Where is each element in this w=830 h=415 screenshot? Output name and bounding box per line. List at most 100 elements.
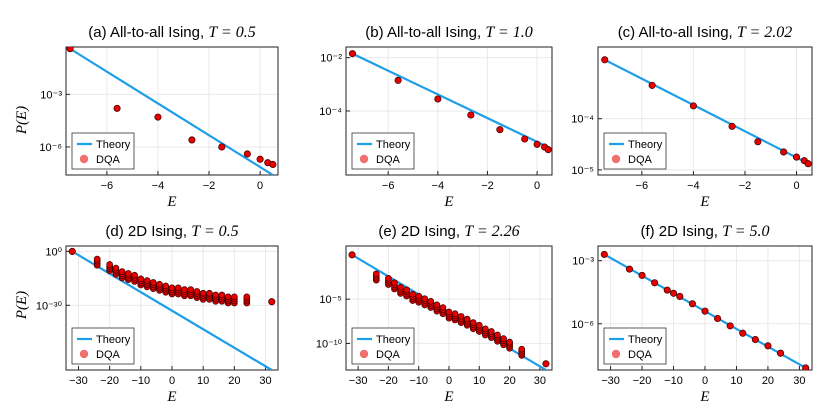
legend-box <box>71 327 135 365</box>
legend-dqa-label: DQA <box>96 349 121 361</box>
dqa-point <box>348 50 357 58</box>
dqa-point <box>162 282 170 290</box>
x-tick-label: −10 <box>664 375 683 387</box>
dqa-point <box>439 304 447 311</box>
dqa-point <box>68 247 76 255</box>
dqa-point <box>600 250 608 258</box>
legend-box <box>603 132 667 170</box>
dqa-point <box>212 291 219 299</box>
plot-frame <box>345 46 553 176</box>
x-tick-label: −2 <box>203 180 216 192</box>
legend-dqa-label: DQA <box>96 154 121 166</box>
plot-frame <box>597 245 813 371</box>
panel-0: −6 −4 −2 0 10⁻³ 10⁻⁶ (a) All-to-all Ising, T =… <box>39 24 279 210</box>
dqa-point <box>143 277 151 284</box>
panel-title-prefix: (a) All-to-all Ising, <box>88 24 208 41</box>
panel-title: (b) All-to-all Ising, T = 1.0 <box>365 24 532 41</box>
x-tick-label: −4 <box>687 180 700 192</box>
ylabel-top: P(E) <box>14 106 30 135</box>
x-tick-label: 10 <box>730 375 742 387</box>
theory-line <box>71 250 273 370</box>
legend-dqa-label: DQA <box>376 349 401 361</box>
dqa-point <box>113 104 121 112</box>
ylabel-bottom: P(E) <box>14 291 30 320</box>
dqa-point <box>776 349 785 357</box>
dqa-point <box>168 284 176 292</box>
x-tick-label: 0 <box>446 375 452 387</box>
x-tick-label: −6 <box>382 180 395 192</box>
dqa-point <box>206 289 213 297</box>
dqa-point <box>544 146 552 154</box>
legend-box <box>351 132 415 170</box>
dqa-point <box>188 136 196 144</box>
dqa-point <box>93 255 101 263</box>
x-tick-label: 0 <box>702 375 708 387</box>
dqa-point <box>533 140 541 148</box>
dqa-point <box>403 286 410 294</box>
dqa-point <box>415 292 423 300</box>
dqa-point <box>463 315 471 323</box>
x-tick-label: 30 <box>793 375 805 387</box>
panel-title-prefix: (b) All-to-all Ising, <box>365 24 485 41</box>
x-axis-label: E <box>166 194 176 210</box>
x-tick-label: −2 <box>739 180 752 192</box>
panel-title: (a) All-to-all Ising, T = 0.5 <box>88 24 255 41</box>
legend-dqa-swatch <box>611 154 621 164</box>
dqa-point <box>154 113 162 121</box>
dqa-point <box>268 298 276 306</box>
dqa-point <box>125 270 132 277</box>
dqa-point <box>780 148 788 156</box>
x-tick-label: −30 <box>69 375 88 387</box>
dqa-point <box>804 160 812 168</box>
legend-dqa-swatch <box>359 349 369 359</box>
dqa-point <box>199 289 207 297</box>
legend-dqa-label: DQA <box>376 154 401 166</box>
panel-4: −30 −20 −10 0 10 20 30 10⁻⁵ 10⁻¹⁰ (e) 2D Ising, T… <box>316 223 553 405</box>
x-tick-label: −20 <box>379 375 398 387</box>
y-tick-label: 10⁻⁶ <box>39 142 62 154</box>
dqa-point <box>112 264 120 272</box>
dqa-point <box>174 284 182 292</box>
x-tick-label: −20 <box>633 375 652 387</box>
y-tick-label: 10⁻⁴ <box>571 114 594 126</box>
dqa-point <box>193 288 201 295</box>
y-tick-label: 10⁻³ <box>40 89 62 101</box>
x-tick-label: 20 <box>503 375 515 387</box>
dqa-point <box>243 150 251 158</box>
dqa-point <box>467 111 475 119</box>
dqa-point <box>397 283 404 291</box>
dqa-point <box>156 280 163 288</box>
panel-title-math: T = 0.5 <box>191 223 238 240</box>
dqa-point <box>106 261 113 268</box>
dqa-point <box>701 307 709 315</box>
x-tick-label: 0 <box>793 180 799 192</box>
dqa-point <box>66 47 74 53</box>
dqa-point <box>231 293 238 301</box>
dqa-point <box>421 295 429 303</box>
x-tick-label: 30 <box>534 375 546 387</box>
panel-title-prefix: (f) 2D Ising, <box>640 223 722 240</box>
x-axis-label: E <box>699 194 709 210</box>
panel-2: −6 −4 −2 0 10⁻⁴ 10⁻⁵ (c) All-to-all Ising, T =… <box>571 24 813 210</box>
dqa-point <box>494 331 501 339</box>
dqa-point <box>688 300 696 308</box>
x-tick-label: 10 <box>473 375 485 387</box>
x-axis-label: E <box>443 194 453 210</box>
panel-title-math: T = 5.0 <box>722 223 769 240</box>
panel-title-math: T = 2.26 <box>464 223 519 240</box>
dqa-point <box>269 160 277 169</box>
dqa-point <box>542 360 550 368</box>
dqa-point <box>427 298 435 305</box>
x-tick-label: −6 <box>101 180 114 192</box>
dqa-point <box>372 270 380 278</box>
dqa-point <box>496 126 504 134</box>
legend-box <box>71 132 135 170</box>
dqa-point <box>601 56 609 64</box>
legend-dqa-swatch <box>79 154 89 164</box>
dqa-point <box>518 345 526 353</box>
panel-5: −30 −20 −10 0 10 20 30 10⁻³ 10⁻⁶ (f) 2D Ising, T … <box>571 223 813 405</box>
dqa-point <box>792 153 801 161</box>
dqa-point <box>482 325 489 333</box>
x-tick-label: −4 <box>152 180 165 192</box>
